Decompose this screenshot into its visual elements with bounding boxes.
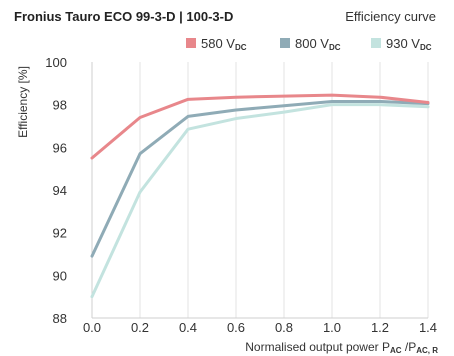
legend-item-2: 930 VDC [371, 36, 432, 52]
y-tick-labels: 88 90 92 94 96 98 100 [45, 55, 67, 326]
x-tick-label: 0.6 [227, 320, 245, 335]
series-line-0 [90, 93, 430, 160]
y-tick-label: 94 [53, 183, 67, 198]
legend-swatch [186, 38, 196, 48]
x-tick-label: 1.0 [323, 320, 341, 335]
x-axis-label-sub2: AC, R [416, 346, 438, 355]
series-line-2 [90, 103, 430, 299]
series-line-1 [90, 99, 430, 258]
y-tick-label: 96 [53, 140, 67, 155]
legend: 580 VDC 800 VDC 930 VDC [186, 36, 432, 52]
legend-label: 800 VDC [295, 36, 341, 52]
chart-subtitle: Efficiency curve [345, 9, 436, 24]
x-axis-label-sub1: AC [390, 346, 402, 355]
y-tick-label: 90 [53, 268, 67, 283]
x-axis-label-prefix: Normalised output power P [245, 340, 390, 354]
legend-label: 580 VDC [201, 36, 247, 52]
x-tick-labels: 0.0 0.2 0.4 0.6 0.8 1.0 1.2 1.4 [83, 320, 437, 335]
x-tick-label: 1.4 [419, 320, 437, 335]
x-tick-label: 1.2 [371, 320, 389, 335]
x-tick-label: 0.0 [83, 320, 101, 335]
series-lines [90, 93, 430, 299]
legend-label: 930 VDC [386, 36, 432, 52]
chart-title: Fronius Tauro ECO 99-3-D | 100-3-D [14, 9, 233, 24]
x-tick-label: 0.4 [179, 320, 197, 335]
y-tick-label: 92 [53, 226, 67, 241]
y-tick-label: 100 [45, 55, 67, 70]
x-tick-label: 0.2 [131, 320, 149, 335]
legend-swatch [280, 38, 290, 48]
x-axis-label: Normalised output power PAC /PAC, R [245, 340, 438, 355]
legend-item-1: 800 VDC [280, 36, 341, 52]
y-axis-label: Efficiency [%] [16, 66, 30, 138]
y-tick-label: 88 [53, 311, 67, 326]
x-tick-label: 0.8 [275, 320, 293, 335]
legend-swatch [371, 38, 381, 48]
x-axis-label-middle: /P [402, 340, 417, 354]
legend-item-0: 580 VDC [186, 36, 247, 52]
y-tick-label: 98 [53, 98, 67, 113]
